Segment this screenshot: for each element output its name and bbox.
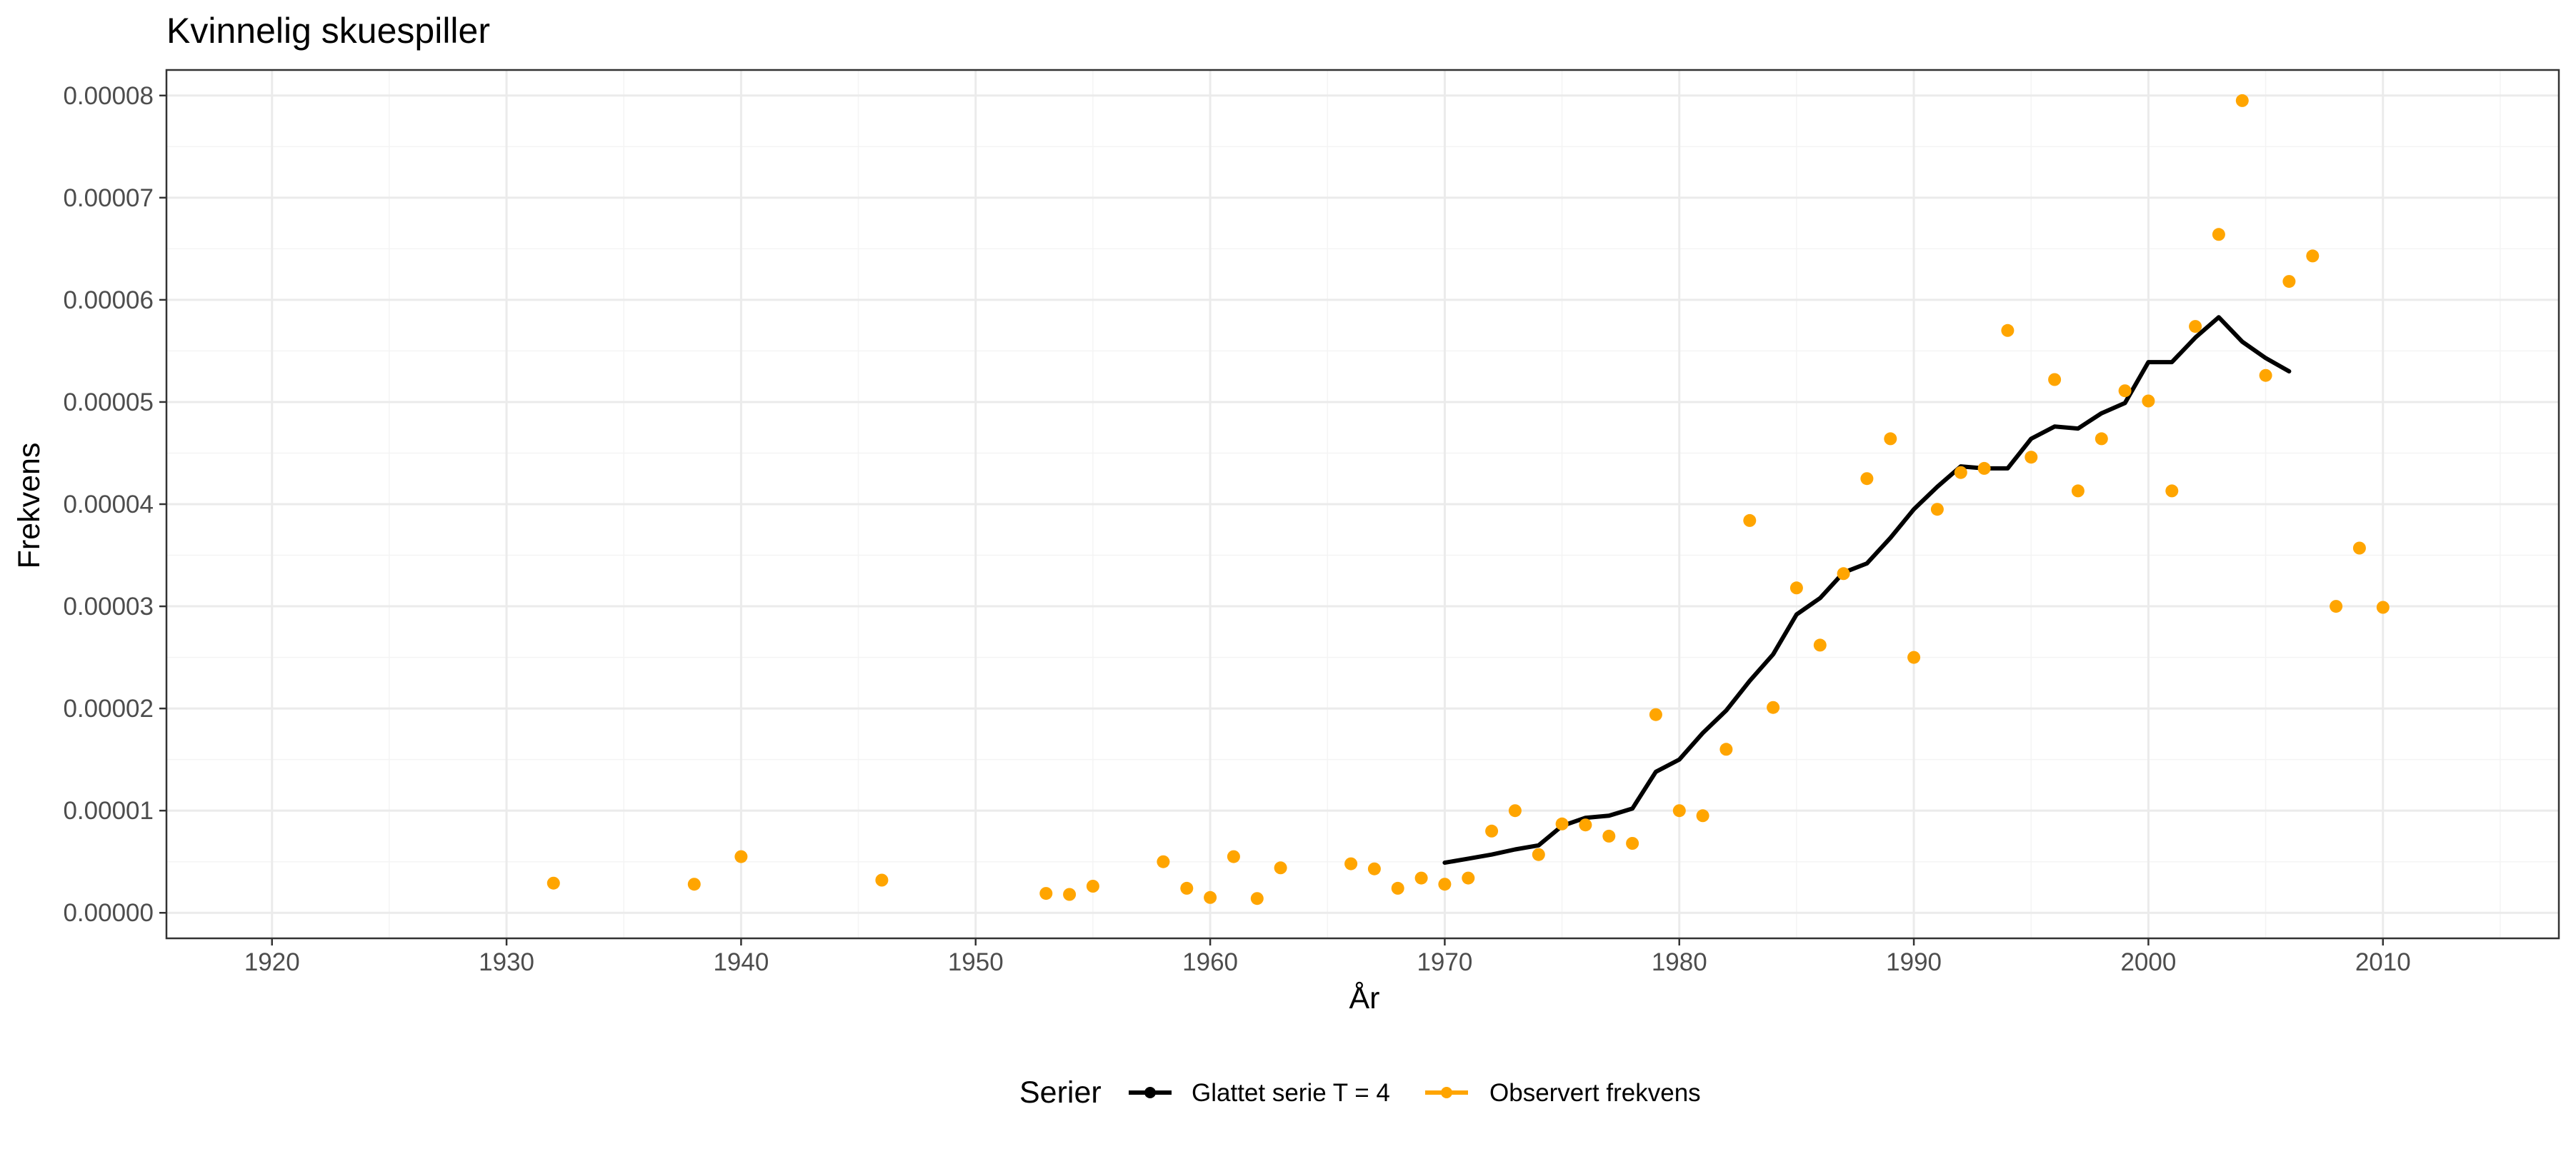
- observed-point: [1907, 651, 1921, 664]
- major-gridlines: [166, 70, 2559, 938]
- observed-point: [1532, 848, 1545, 861]
- observed-point: [1180, 881, 1194, 895]
- observed-point: [2118, 384, 2132, 398]
- observed-point: [1414, 871, 1428, 885]
- observed-point: [1462, 871, 1475, 885]
- legend: Serier Glattet serie T = 4 Observert fre…: [1019, 1075, 1701, 1110]
- observed-point: [2376, 601, 2390, 614]
- observed-point: [1344, 857, 1358, 870]
- x-axis-ticks: 1920 1930 1940 1950 1960 1970 1980 1990 2000 2010: [244, 938, 2411, 976]
- observed-point: [1204, 890, 1217, 904]
- observed-point: [2048, 373, 2062, 386]
- observed-point: [875, 873, 889, 887]
- observed-point: [2330, 600, 2343, 613]
- y-tick-label: 0.00004: [63, 491, 154, 518]
- observed-point: [1789, 581, 1803, 595]
- observed-point: [2165, 484, 2179, 498]
- observed-points-layer: [546, 94, 2390, 905]
- y-tick-label: 0.00000: [63, 899, 154, 927]
- observed-point: [1602, 829, 1616, 843]
- legend-title: Serier: [1019, 1075, 1102, 1110]
- chart-title: Kvinnelig skuespiller: [166, 11, 490, 51]
- observed-point: [2259, 368, 2272, 382]
- x-tick-label: 2000: [2120, 948, 2176, 976]
- observed-point: [1157, 855, 1170, 868]
- observed-point: [1555, 817, 1569, 831]
- observed-point: [2212, 228, 2225, 241]
- y-tick-label: 0.00007: [63, 184, 154, 212]
- observed-point: [1743, 513, 1757, 527]
- observed-point: [1626, 837, 1639, 850]
- observed-point: [1860, 472, 1874, 486]
- y-tick-label: 0.00005: [63, 388, 154, 416]
- observed-point: [2282, 275, 2296, 288]
- observed-point: [1719, 743, 1733, 756]
- legend-key-dot-smoothed: [1144, 1087, 1156, 1098]
- observed-point: [1227, 850, 1240, 863]
- observed-point: [1508, 804, 1522, 818]
- observed-point: [2001, 323, 2015, 337]
- observed-point: [734, 850, 748, 863]
- observed-point: [1086, 880, 1099, 893]
- observed-point: [2142, 394, 2155, 408]
- observed-point: [546, 876, 560, 890]
- observed-point: [2189, 320, 2202, 333]
- observed-point: [1884, 432, 1897, 446]
- observed-point: [1837, 567, 1850, 581]
- observed-point: [1813, 638, 1827, 652]
- observed-point: [2352, 541, 2366, 555]
- observed-point: [2095, 432, 2108, 446]
- observed-point: [1485, 824, 1499, 838]
- observed-point: [1767, 701, 1780, 714]
- observed-point: [1391, 881, 1404, 895]
- observed-point: [1274, 861, 1287, 875]
- x-tick-label: 1990: [1886, 948, 1942, 976]
- observed-point: [1977, 461, 1991, 475]
- observed-point: [687, 878, 701, 891]
- y-axis-title: Frekvens: [12, 443, 46, 569]
- observed-point: [1696, 809, 1709, 823]
- observed-point: [1039, 887, 1053, 900]
- observed-point: [2071, 484, 2085, 498]
- observed-point: [1063, 888, 1077, 901]
- y-tick-label: 0.00008: [63, 82, 154, 110]
- observed-point: [1250, 892, 1264, 905]
- legend-label-observed: Observert frekvens: [1489, 1079, 1701, 1107]
- x-tick-label: 1980: [1652, 948, 1707, 976]
- legend-key-smoothed: [1129, 1087, 1172, 1098]
- observed-point: [2306, 249, 2320, 263]
- observed-point: [2025, 451, 2038, 464]
- legend-label-smoothed: Glattet serie T = 4: [1192, 1079, 1390, 1107]
- smoothed-series-line: [1442, 315, 2292, 865]
- y-tick-label: 0.00002: [63, 695, 154, 723]
- observed-point: [1649, 708, 1662, 721]
- y-axis-ticks: 0.00000 0.00001 0.00002 0.00003 0.00004 0.000…: [63, 82, 166, 927]
- y-tick-label: 0.00003: [63, 593, 154, 621]
- y-tick-label: 0.00001: [63, 797, 154, 825]
- observed-point: [1954, 466, 1967, 479]
- observed-point: [1367, 862, 1381, 875]
- x-tick-label: 1960: [1182, 948, 1238, 976]
- y-tick-label: 0.00006: [63, 286, 154, 314]
- observed-point: [1579, 818, 1592, 832]
- observed-point: [2235, 94, 2249, 107]
- x-tick-label: 1950: [948, 948, 1004, 976]
- x-tick-label: 2010: [2355, 948, 2411, 976]
- x-axis-title: År: [1349, 981, 1380, 1015]
- x-tick-label: 1920: [244, 948, 300, 976]
- x-tick-label: 1970: [1417, 948, 1472, 976]
- x-tick-label: 1930: [479, 948, 534, 976]
- observed-point: [1930, 503, 1944, 516]
- observed-point: [1438, 878, 1452, 891]
- observed-point: [1672, 804, 1686, 818]
- smoothed-series-layer: [1442, 315, 2292, 865]
- legend-key-dot-observed: [1441, 1087, 1452, 1098]
- legend-key-observed: [1425, 1087, 1468, 1098]
- x-tick-label: 1940: [713, 948, 769, 976]
